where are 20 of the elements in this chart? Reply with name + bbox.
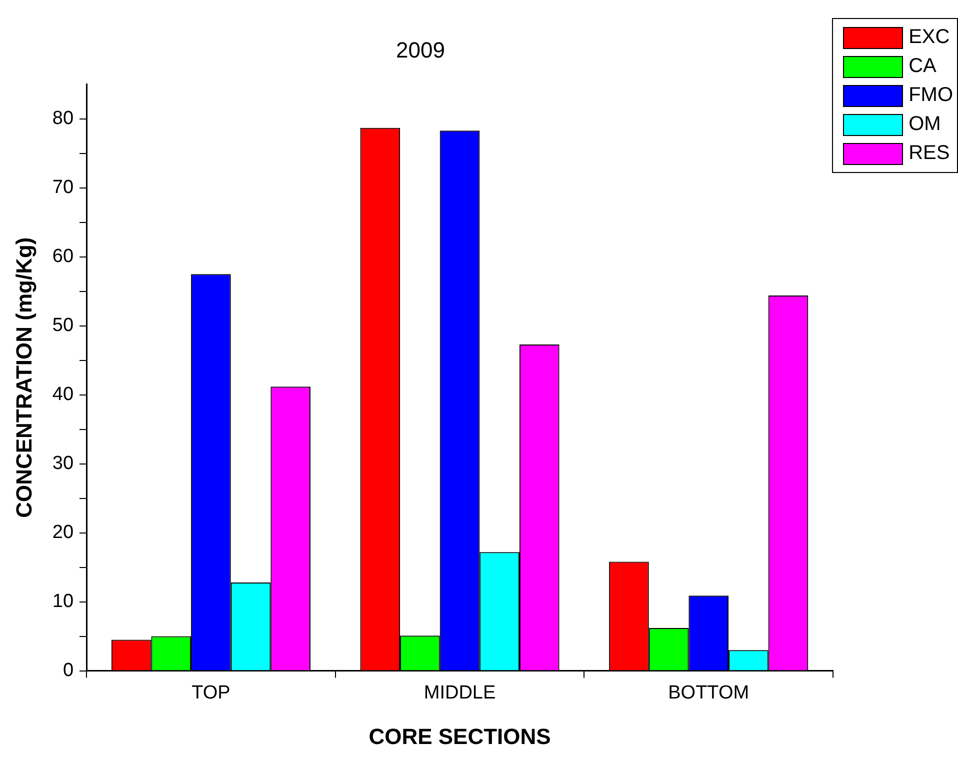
x-tick-label: MIDDLE [424, 682, 496, 704]
legend-label: FMO [908, 84, 953, 107]
y-tick-label: 60 [52, 246, 74, 268]
y-tick-label: 10 [52, 591, 74, 612]
y-tick-label: 0 [62, 660, 74, 682]
y-tick-label: 80 [52, 108, 74, 130]
y-tick-label: 30 [52, 453, 74, 474]
legend-label: CA [908, 55, 936, 78]
chart-title: 2009 [396, 37, 445, 62]
legend-label: OM [908, 113, 941, 136]
x-tick-label: BOTTOM [668, 682, 750, 704]
y-axis-title: CONCENTRATION (mg/Kg) [11, 237, 36, 518]
x-axis-title: CORE SECTIONS [368, 724, 551, 749]
legend-label: EXC [908, 26, 950, 49]
x-tick-label: TOP [192, 682, 230, 704]
legend-label: RES [908, 142, 950, 165]
y-tick-label: 70 [52, 177, 74, 198]
y-tick-label: 50 [52, 315, 74, 336]
y-tick-label: 40 [52, 384, 74, 406]
y-tick-label: 20 [52, 522, 74, 544]
